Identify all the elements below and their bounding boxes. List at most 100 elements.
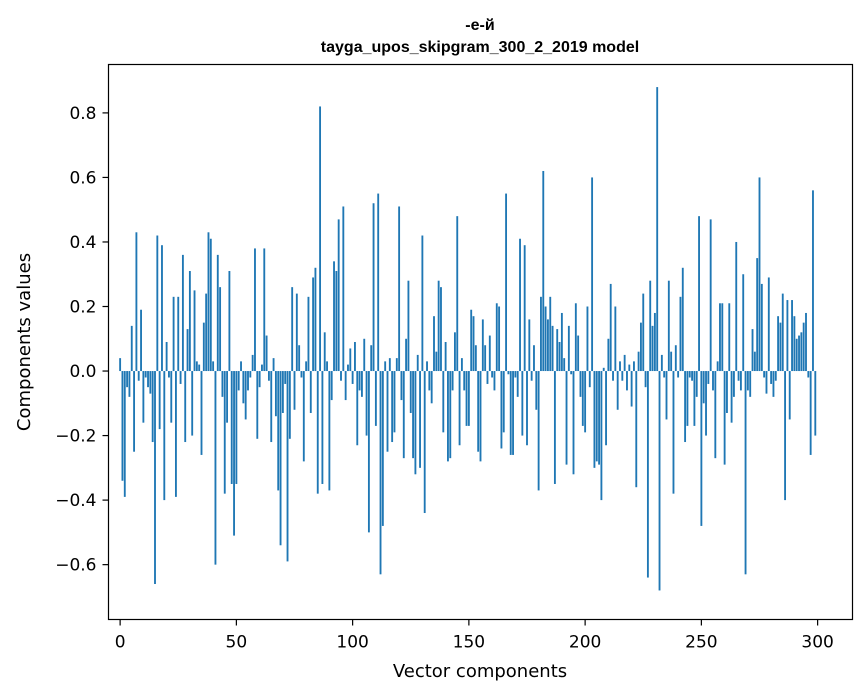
bar-component-243 (684, 371, 687, 443)
bar-component-112 (379, 371, 382, 575)
bar-component-152 (472, 316, 475, 372)
bar-component-192 (565, 371, 568, 465)
bar-component-122 (402, 371, 405, 459)
bar-component-265 (735, 241, 738, 372)
bar-component-12 (147, 371, 149, 388)
bar-component-65 (270, 371, 273, 443)
bar-component-123 (405, 338, 408, 372)
bar-component-87 (321, 371, 324, 484)
bar-component-250 (700, 371, 703, 526)
bar-component-185 (549, 296, 552, 372)
bar-component-125 (409, 371, 412, 413)
bar-component-164 (500, 371, 503, 449)
bar-component-126 (412, 371, 415, 459)
bar-component-275 (758, 177, 761, 372)
bar-component-76 (295, 293, 298, 372)
bar-component-46 (226, 371, 229, 423)
bar-component-257 (716, 361, 719, 372)
bar-component-282 (774, 371, 777, 381)
bar-component-5 (130, 325, 133, 372)
bar-component-29 (186, 329, 189, 372)
bar-component-283 (777, 316, 780, 372)
bar-component-279 (767, 277, 770, 372)
y-tick-label: −0.6 (55, 556, 96, 576)
bar-component-83 (312, 277, 315, 372)
bar-component-224 (639, 322, 642, 372)
x-tick-label: 200 (569, 633, 601, 653)
bar-component-253 (707, 371, 710, 384)
bar-component-21 (168, 371, 170, 378)
bar-component-187 (553, 371, 556, 484)
bar-component-296 (807, 371, 810, 378)
bar-component-261 (726, 371, 728, 413)
bar-component-55 (247, 371, 249, 391)
bar-component-288 (788, 371, 791, 420)
bar-component-271 (749, 371, 752, 397)
bar-component-69 (279, 371, 282, 546)
bar-component-281 (772, 371, 775, 397)
bar-component-169 (512, 371, 514, 455)
bar-component-247 (693, 371, 696, 426)
bar-component-244 (686, 371, 689, 426)
bar-component-73 (288, 371, 291, 439)
bar-component-1 (121, 371, 124, 481)
bar-component-143 (451, 371, 454, 391)
bar-component-213 (614, 306, 617, 372)
bar-component-292 (798, 335, 800, 372)
bar-component-81 (307, 296, 310, 372)
bar-component-14 (151, 371, 154, 443)
bar-component-287 (786, 300, 789, 372)
bar-component-49 (233, 371, 235, 536)
bar-component-27 (181, 254, 184, 372)
x-tick-label: 300 (801, 633, 833, 653)
bar-component-117 (391, 371, 394, 443)
bar-component-75 (293, 371, 296, 410)
bar-component-264 (732, 371, 735, 397)
bar-component-189 (558, 342, 561, 372)
bar-component-102 (356, 371, 359, 446)
bar-component-267 (739, 371, 742, 391)
bar-component-158 (486, 371, 489, 384)
bar-component-161 (493, 371, 496, 391)
bar-component-284 (779, 322, 782, 372)
bar-component-151 (470, 309, 473, 372)
bar-component-109 (372, 203, 375, 372)
bar-component-74 (291, 287, 294, 372)
bar-component-59 (256, 371, 259, 439)
bar-component-299 (814, 371, 817, 436)
bar-component-138 (440, 287, 442, 372)
bar-component-137 (437, 280, 440, 372)
bar-component-88 (323, 332, 326, 372)
bar-component-89 (326, 361, 328, 372)
bar-component-156 (481, 319, 484, 372)
bar-component-33 (195, 361, 198, 372)
bar-component-160 (491, 371, 494, 378)
bar-component-108 (370, 345, 373, 372)
bar-component-193 (567, 325, 570, 372)
x-tick-label: 50 (226, 633, 248, 653)
bar-component-231 (656, 87, 659, 372)
bar-component-176 (528, 319, 531, 372)
bar-component-241 (679, 296, 682, 372)
bar-component-272 (751, 329, 754, 372)
bar-component-114 (384, 361, 387, 372)
bar-component-70 (281, 371, 284, 413)
bar-component-220 (630, 371, 633, 407)
bar-component-194 (570, 371, 573, 375)
bar-component-237 (670, 351, 673, 372)
bar-component-82 (309, 371, 312, 413)
bar-component-3 (126, 371, 129, 388)
bar-component-53 (242, 371, 245, 404)
bar-component-95 (340, 371, 342, 381)
bar-component-106 (365, 371, 368, 436)
bar-component-47 (228, 271, 231, 372)
bar-component-6 (133, 371, 136, 452)
bar-component-273 (753, 351, 756, 372)
bar-component-214 (616, 371, 619, 410)
bar-component-171 (516, 371, 519, 397)
bar-component-222 (635, 371, 638, 488)
bar-component-295 (805, 312, 807, 372)
y-tick-label: −0.4 (55, 491, 96, 511)
bar-component-142 (449, 371, 452, 459)
